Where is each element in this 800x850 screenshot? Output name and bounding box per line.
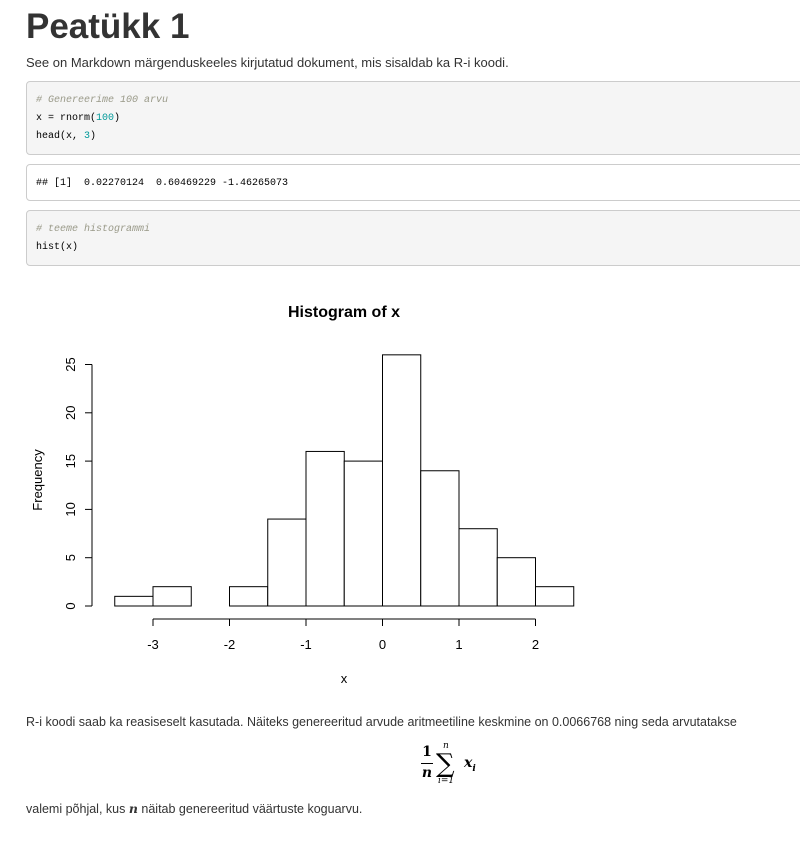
histogram-bar [152,586,192,607]
x-tick-label: -2 [224,637,236,652]
code-line-head: head(x, 3) [36,131,97,142]
y-tick-label: 20 [63,406,78,420]
histogram-bar [114,595,154,607]
histogram-bar [382,354,422,607]
code-line-hist: hist(x) [36,242,79,253]
histogram-bar [305,450,345,607]
intro-paragraph: See on Markdown märgenduskeeles kirjutat… [26,55,509,70]
page-title: Peatükk 1 [26,7,190,46]
sigma-symbol: ∑ [436,749,455,779]
code-output-line: ## [1] 0.02270124 0.60469229 -1.46265073 [36,178,289,189]
chart-title: Histogram of x [288,304,400,321]
y-tick-label: 0 [63,602,78,609]
math-variable-n: n [128,801,138,816]
fraction-bar [421,763,433,764]
histogram-bar [496,557,536,607]
closing-paragraph: valemi põhjal, kus n näitab genereeritud… [26,801,363,816]
histogram-bar [229,586,269,607]
y-tick-label: 10 [63,502,78,516]
y-tick-label: 5 [63,554,78,561]
code-block-generate: # Genereerime 100 arvu x = rnorm(100) he… [26,81,800,155]
code-block-histogram: # teeme histogrammi hist(x) [26,210,800,266]
code-comment: # Genereerime 100 arvu [36,95,169,106]
histogram-bar [420,470,460,607]
x-tick-label: 0 [379,637,386,652]
code-output-block: ## [1] 0.02270124 0.60469229 -1.46265073 [26,164,800,201]
sum-lower-limit: i=1 [438,776,455,786]
fraction-denominator: n [421,765,433,781]
fraction-numerator: 1 [422,744,432,760]
mean-formula: 1 n n ∑ i=1 xi [420,741,500,788]
inline-code-paragraph: R-i koodi saab ka reasiseselt kasutada. … [26,715,737,729]
histogram-bar [267,518,307,607]
x-tick-label: 2 [532,637,539,652]
histogram-bar [343,460,383,607]
histogram-bar [458,528,498,607]
code-comment: # teeme histogrammi [36,224,151,235]
histogram-plot: Histogram of x x Frequency -3 -2 -1 0 1 2 0 5 10… [26,290,586,700]
sum-upper-limit: n [443,741,449,751]
x-tick-label: -1 [300,637,312,652]
x-tick-label: 1 [455,637,462,652]
sum-term: xi [464,755,476,774]
histogram-bar [535,586,575,607]
y-tick-label: 15 [63,454,78,468]
code-line-rnorm: x = rnorm(100) [36,113,121,124]
histogram-svg: Histogram of x x Frequency -3 -2 -1 0 1 20510… [30,304,575,686]
y-tick-label: 25 [63,357,78,371]
x-tick-label: -3 [147,637,159,652]
y-axis-label: Frequency [30,449,45,511]
x-axis-label: x [341,671,348,686]
